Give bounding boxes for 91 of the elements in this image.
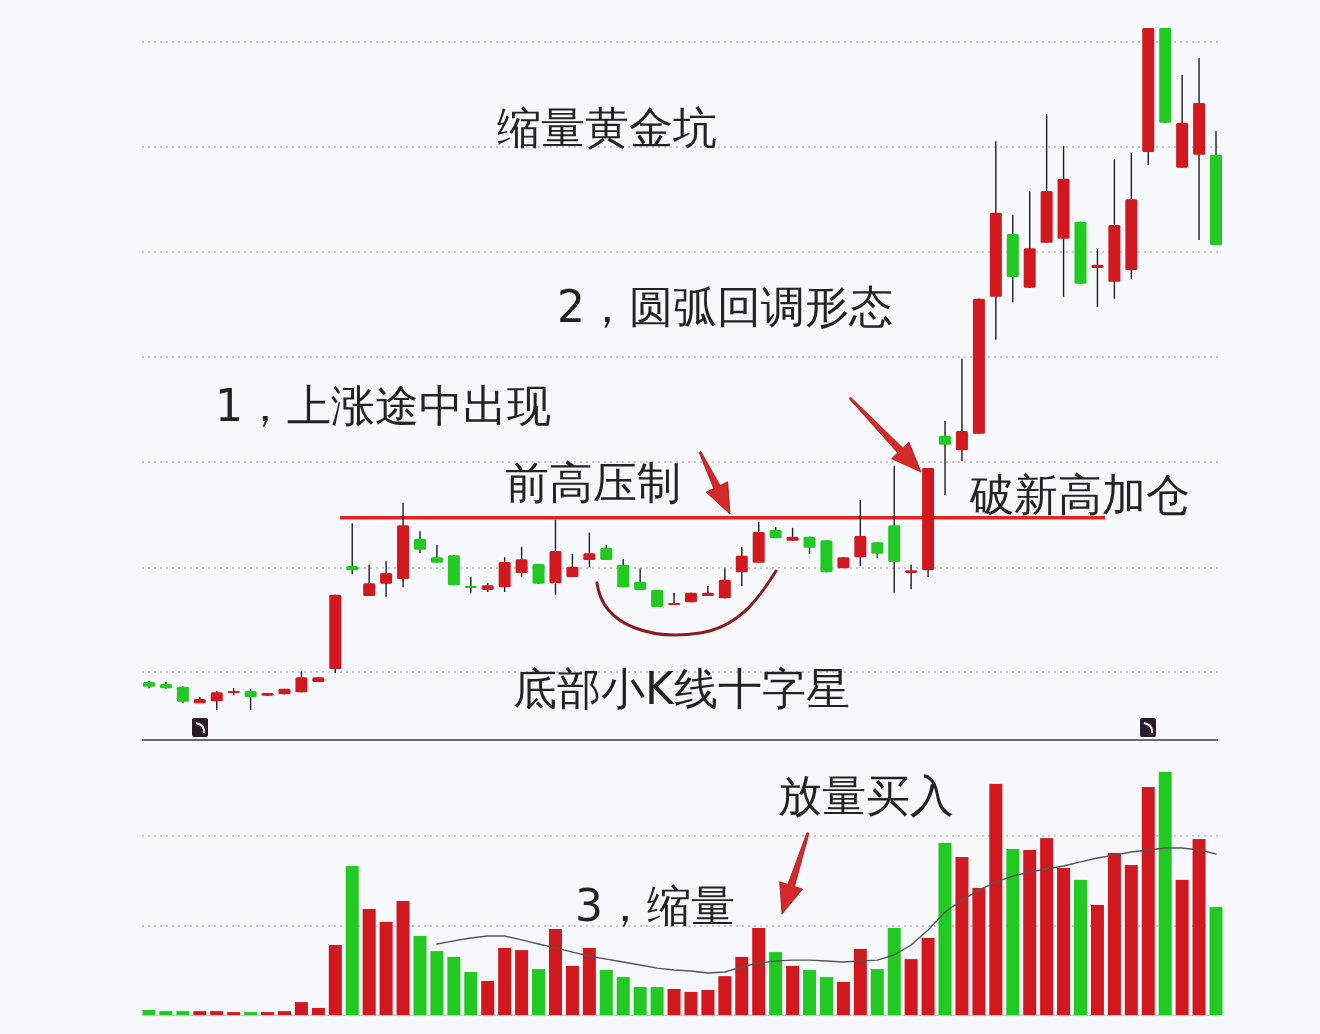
annotation: 底部小K线十字星	[513, 663, 850, 714]
bar	[1057, 867, 1071, 1015]
bar	[244, 1012, 258, 1015]
bar	[887, 928, 901, 1015]
bar	[328, 945, 342, 1015]
annotation: 破新高加仓	[969, 469, 1190, 520]
bar	[311, 1007, 325, 1015]
ref-line-label: 前高压制	[505, 457, 681, 508]
annotation: 1，上涨途中出现	[215, 380, 551, 431]
annotation: 放量买入	[778, 770, 954, 821]
bar	[159, 1011, 173, 1015]
bar	[1107, 852, 1121, 1015]
bar	[532, 969, 546, 1015]
annotation: 缩量黄金坑	[497, 102, 717, 153]
candlestick	[244, 688, 257, 711]
candlestick	[532, 563, 545, 585]
bar	[1124, 865, 1138, 1015]
bar	[515, 950, 529, 1015]
candlestick	[380, 560, 393, 598]
bar	[1040, 838, 1054, 1015]
bar	[599, 970, 613, 1015]
bar	[1209, 907, 1223, 1015]
candlestick	[346, 522, 359, 575]
bar	[565, 965, 579, 1015]
bar	[1158, 772, 1172, 1015]
bar	[481, 980, 495, 1015]
candlestick	[668, 592, 681, 605]
bar	[667, 989, 681, 1015]
bar	[786, 965, 800, 1015]
candlestick	[718, 567, 731, 599]
bar	[684, 991, 698, 1015]
bar	[769, 952, 783, 1015]
bar	[853, 948, 867, 1015]
candlestick	[854, 499, 867, 567]
candlestick	[905, 564, 918, 590]
candlestick	[430, 544, 443, 564]
bar	[464, 971, 478, 1015]
bar	[718, 976, 732, 1015]
bar	[650, 987, 664, 1015]
bar	[1006, 849, 1020, 1015]
bar	[430, 951, 444, 1015]
bar	[413, 936, 427, 1015]
candlestick	[210, 690, 223, 711]
bar	[447, 956, 461, 1015]
candlestick	[617, 558, 630, 588]
bar	[735, 956, 749, 1015]
bar	[633, 987, 647, 1015]
bar	[904, 959, 918, 1015]
bar	[345, 866, 359, 1015]
bar	[142, 1009, 156, 1015]
bar	[193, 1011, 207, 1015]
bar	[1023, 850, 1037, 1015]
bar	[1192, 839, 1206, 1015]
candlestick	[515, 546, 528, 578]
bar	[938, 842, 952, 1015]
candlestick	[735, 546, 748, 587]
bar	[836, 981, 850, 1015]
candlestick	[363, 564, 376, 597]
candlestick	[583, 531, 596, 568]
candlestick	[939, 420, 952, 496]
bar	[362, 909, 376, 1015]
bar	[972, 887, 986, 1015]
bar	[701, 989, 715, 1015]
bar	[294, 1002, 308, 1015]
bar	[1141, 787, 1155, 1015]
bar	[227, 1012, 241, 1015]
bar	[989, 783, 1003, 1015]
bar	[261, 1012, 275, 1015]
bar	[548, 928, 562, 1015]
candlestick	[955, 358, 968, 462]
bar	[803, 970, 817, 1015]
bar	[1175, 879, 1189, 1015]
bar	[955, 857, 969, 1015]
candlestick	[634, 567, 647, 591]
bar	[396, 901, 410, 1015]
bar	[210, 1011, 224, 1015]
bar	[870, 969, 884, 1015]
bar	[1074, 879, 1088, 1015]
bar	[176, 1011, 190, 1015]
bar	[277, 1011, 291, 1015]
annotation: 3，缩量	[575, 880, 735, 931]
candlestick	[413, 530, 426, 554]
bar	[819, 977, 833, 1015]
bar	[498, 947, 512, 1015]
bar	[582, 947, 596, 1015]
bar	[616, 977, 630, 1015]
bar	[1090, 904, 1104, 1015]
bar	[752, 928, 766, 1015]
bar	[921, 937, 935, 1015]
annotation: 2，圆弧回调形态	[557, 281, 893, 332]
bar	[379, 921, 393, 1015]
